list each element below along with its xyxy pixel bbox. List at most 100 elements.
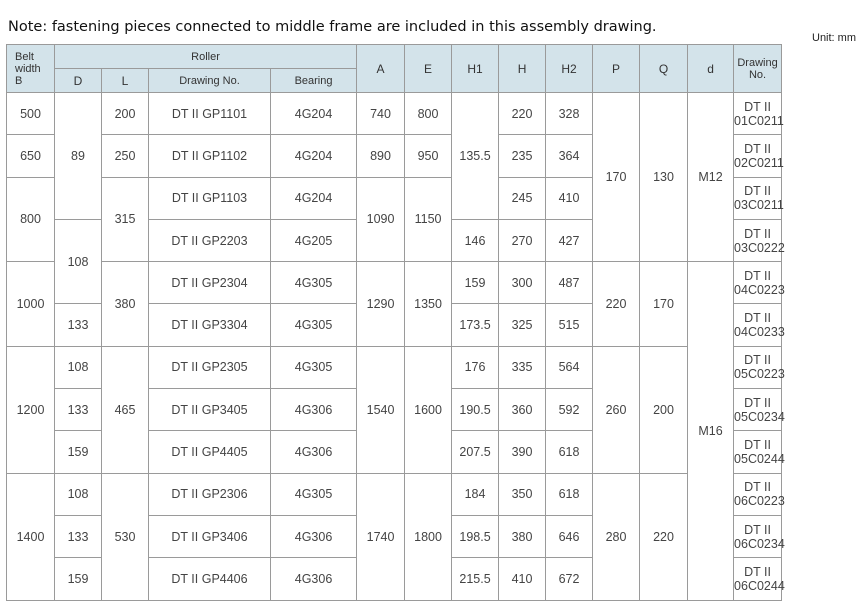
header-belt-width: Belt width B [6, 44, 55, 93]
cell-h1: 135.5 [451, 92, 500, 220]
cell-bearing: 4G205 [269, 218, 358, 263]
cell-h2: 618 [545, 430, 594, 474]
cell-drawing-no: DT II 01C0211 [733, 91, 784, 136]
table-row: 800 315 DT II GP1103 4G204 1090 1150 245 410 DT … [6, 176, 862, 263]
cell-a: 740 [356, 91, 406, 136]
note-text: Note: fastening pieces connected to midd… [8, 19, 657, 35]
cell-e: 800 [404, 91, 453, 136]
cell-bearing: 4G306 [269, 557, 358, 601]
cell-roller-l: 380 [101, 261, 149, 347]
cell-roller-drawing-no: DT II GP1101 [148, 91, 271, 136]
cell-bearing: 4G204 [269, 176, 358, 220]
cell-roller-drawing-no: DT II GP2203 [148, 218, 271, 263]
cell-roller-l: 315 [101, 176, 149, 263]
header-h2: H2 [545, 44, 594, 93]
header-roller-l: L [101, 68, 149, 93]
table-row: 1000 380 DT II GP2304 4G305 1290 1350 159 300 48… [6, 261, 862, 601]
cell-p: 280 [592, 472, 641, 601]
cell-e: 1150 [404, 176, 453, 263]
table-body: 500 89 200 DT II GP1101 4G204 740 800 135.5 220 3… [6, 91, 862, 601]
cell-roller-drawing-no: DT II GP1103 [148, 176, 271, 220]
cell-h: 245 [498, 176, 547, 220]
cell-roller-l: 530 [101, 472, 149, 601]
cell-roller-drawing-no: DT II GP3406 [148, 514, 271, 559]
cell-bearing: 4G204 [269, 134, 358, 178]
header-belt-line: Belt [15, 50, 34, 63]
cell-bearing: 4G305 [269, 472, 358, 516]
cell-h2: 427 [545, 218, 594, 263]
cell-h2: 672 [545, 557, 594, 601]
cell-roller-l: 200 [101, 91, 149, 136]
cell-roller-d: 133 [54, 514, 102, 559]
cell-bearing: 4G305 [269, 303, 358, 347]
cell-roller-drawing-no: DT II GP2304 [148, 261, 271, 305]
header-roller-drawing-no: Drawing No. [148, 68, 271, 93]
cell-a: 890 [356, 134, 406, 178]
cell-h: 350 [498, 472, 547, 516]
cell-roller-d: 108 [54, 472, 102, 516]
cell-h1: 176 [451, 345, 500, 390]
cell-h: 270 [498, 218, 547, 263]
header-roller-d: D [54, 68, 102, 93]
cell-bearing: 4G306 [269, 430, 358, 474]
cell-h: 390 [498, 430, 547, 474]
header-a: A [356, 44, 406, 93]
header-d-bolt: d [687, 44, 735, 93]
cell-h: 380 [498, 514, 547, 559]
cell-e: 1600 [404, 345, 453, 474]
cell-belt-width: 500 [6, 91, 55, 136]
cell-roller-d: 159 [54, 430, 102, 474]
cell-roller-drawing-no: DT II GP1102 [148, 134, 271, 178]
unit-label: Unit: mm [812, 32, 856, 44]
cell-belt-width: 1200 [6, 345, 55, 474]
cell-roller-d: 133 [54, 303, 102, 347]
cell-roller-drawing-no: DT II GP3405 [148, 388, 271, 432]
cell-q: 130 [639, 91, 689, 263]
cell-roller-drawing-no: DT II GP2306 [148, 472, 271, 516]
cell-roller-drawing-no: DT II GP2305 [148, 345, 271, 390]
cell-h1: 215.5 [451, 557, 500, 601]
header-belt-line: width [15, 62, 41, 75]
cell-h1: 184 [451, 472, 500, 516]
cell-h: 235 [498, 134, 547, 178]
cell-h2: 515 [545, 303, 594, 347]
cell-h: 335 [498, 345, 547, 390]
cell-p: 170 [592, 91, 641, 263]
cell-q: 220 [639, 472, 689, 601]
cell-h1: 146 [451, 218, 500, 263]
cell-drawing-no: DT II 05C0223 [733, 345, 785, 390]
cell-drawing-no: DT II 04C0223 [733, 261, 785, 305]
cell-roller-d: 108 [54, 218, 102, 305]
cell-drawing-no: DT II 06C0244 [733, 557, 785, 601]
cell-roller-d: 159 [54, 557, 102, 601]
cell-h1: 190.5 [451, 388, 500, 432]
cell-drawing-no: DT II 03C0222 [733, 218, 785, 263]
cell-drawing-no: DT II 06C0234 [733, 514, 785, 559]
cell-e: 1800 [404, 472, 453, 601]
cell-roller-l: 250 [101, 134, 149, 178]
cell-h: 410 [498, 557, 547, 601]
cell-d-bolt: M12 [687, 91, 735, 263]
dimension-table: Belt width B Roller A E H1 H H2 P Q d Draw… [6, 44, 862, 601]
cell-p: 260 [592, 345, 641, 474]
cell-h2: 592 [545, 388, 594, 432]
header-p: P [592, 44, 641, 93]
cell-h2: 646 [545, 514, 594, 559]
cell-q: 170 [639, 261, 689, 347]
cell-roller-d: 89 [54, 92, 102, 220]
cell-roller-d: 108 [54, 345, 102, 390]
cell-h2: 487 [545, 261, 594, 305]
table-row: 1400 108 530 DT II GP2306 4G305 1740 1800 184 35… [6, 472, 862, 601]
cell-belt-width: 650 [6, 134, 55, 178]
cell-roller-drawing-no: DT II GP4406 [148, 557, 271, 601]
cell-drawing-no: DT II 03C0211 [733, 176, 784, 220]
cell-drawing-no: DT II 05C0234 [733, 388, 785, 432]
cell-roller-d: 133 [54, 388, 102, 432]
cell-drawing-no: DT II 05C0244 [733, 430, 785, 474]
cell-h1: 159 [451, 261, 500, 305]
header-h: H [498, 44, 547, 93]
cell-roller-drawing-no: DT II GP4405 [148, 430, 271, 474]
table-row: 108 DT II GP2203 4G205 146 270 427 DT II 03C02… [7, 218, 862, 305]
cell-h1: 207.5 [451, 430, 500, 474]
header-roller: Roller [53, 44, 358, 69]
